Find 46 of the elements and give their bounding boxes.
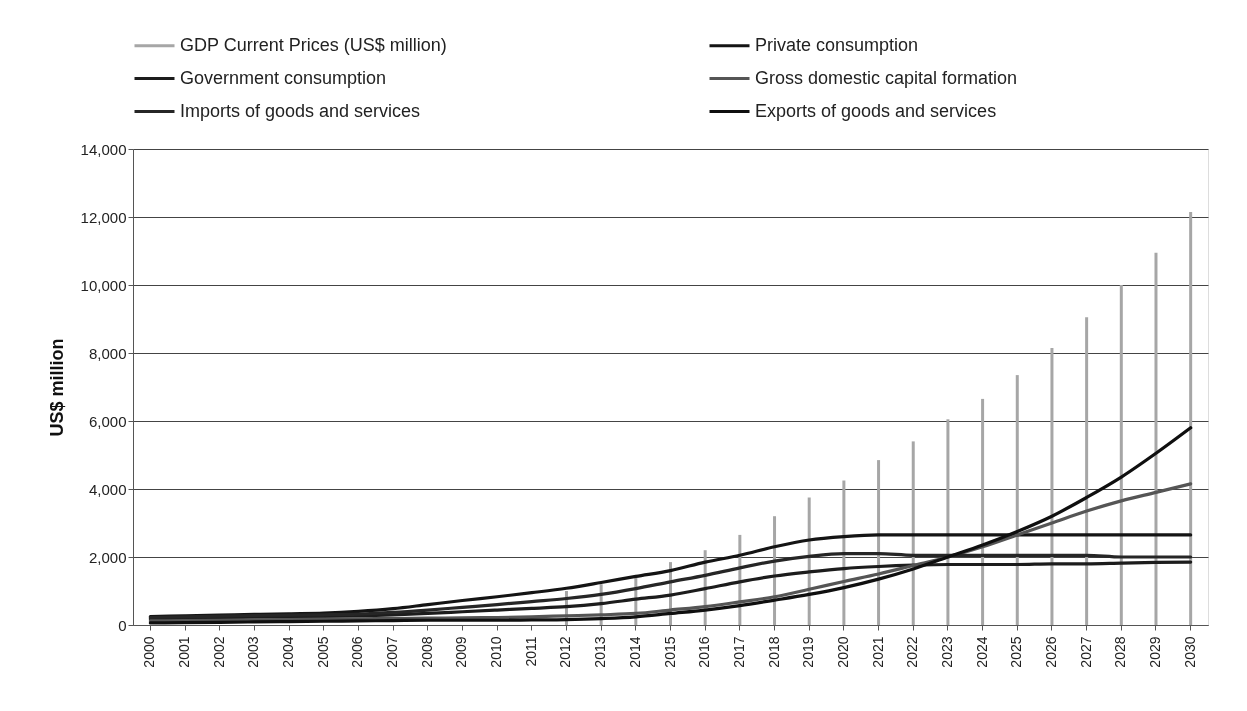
x-tick-label: 2023 bbox=[938, 636, 955, 668]
y-tick-label: 8,000 bbox=[88, 344, 127, 362]
x-tick-label: 2008 bbox=[418, 636, 435, 668]
x-tick-label: 2024 bbox=[973, 636, 990, 668]
x-tick-label: 2001 bbox=[176, 636, 193, 668]
y-tick-label: 10,000 bbox=[80, 276, 127, 294]
x-tick-label: 2027 bbox=[1077, 636, 1094, 668]
x-tick-label: 2005 bbox=[314, 636, 331, 668]
x-tick-label: 2004 bbox=[280, 636, 297, 668]
y-tick-label: 2,000 bbox=[88, 548, 127, 566]
x-tick-label: 2030 bbox=[1181, 636, 1198, 668]
x-tick-label: 2014 bbox=[626, 636, 643, 668]
x-tick-label: 2025 bbox=[1008, 636, 1025, 668]
x-tick-label: 2026 bbox=[1042, 636, 1059, 668]
x-tick-label: 2009 bbox=[453, 636, 470, 668]
x-tick-label: 2022 bbox=[904, 636, 921, 668]
legend-label: Private consumption bbox=[755, 34, 919, 55]
x-tick-label: 2017 bbox=[730, 636, 747, 668]
x-tick-label: 2002 bbox=[210, 636, 227, 668]
x-tick-label: 2021 bbox=[869, 636, 886, 668]
x-tick-label: 2012 bbox=[557, 636, 574, 668]
y-tick-label: 0 bbox=[118, 616, 127, 634]
y-axis-title: US$ million bbox=[46, 338, 67, 437]
y-tick-label: 12,000 bbox=[80, 208, 127, 226]
legend-label: Imports of goods and services bbox=[180, 100, 421, 121]
x-tick-label: 2016 bbox=[696, 636, 713, 668]
x-tick-label: 2018 bbox=[765, 636, 782, 668]
x-tick-label: 2011 bbox=[522, 636, 539, 667]
x-tick-label: 2007 bbox=[384, 636, 401, 668]
y-tick-label: 14,000 bbox=[80, 140, 127, 158]
x-tick-label: 2019 bbox=[800, 636, 817, 668]
x-tick-label: 2028 bbox=[1112, 636, 1129, 668]
y-tick-label: 6,000 bbox=[88, 412, 127, 430]
x-tick-label: 2010 bbox=[488, 636, 505, 668]
x-tick-label: 2029 bbox=[1146, 636, 1163, 668]
x-tick-label: 2003 bbox=[245, 636, 262, 668]
x-tick-label: 2015 bbox=[661, 636, 678, 668]
x-tick-label: 2020 bbox=[834, 636, 851, 668]
x-tick-label: 2013 bbox=[592, 636, 609, 668]
y-tick-label: 4,000 bbox=[88, 480, 127, 498]
x-tick-label: 2000 bbox=[141, 636, 158, 668]
legend-label: GDP Current Prices (US$ million) bbox=[180, 34, 447, 55]
legend-label: Exports of goods and services bbox=[755, 100, 997, 121]
legend-label: Government consumption bbox=[180, 67, 387, 88]
x-tick-label: 2006 bbox=[349, 636, 366, 668]
legend-label: Gross domestic capital formation bbox=[755, 67, 1018, 88]
